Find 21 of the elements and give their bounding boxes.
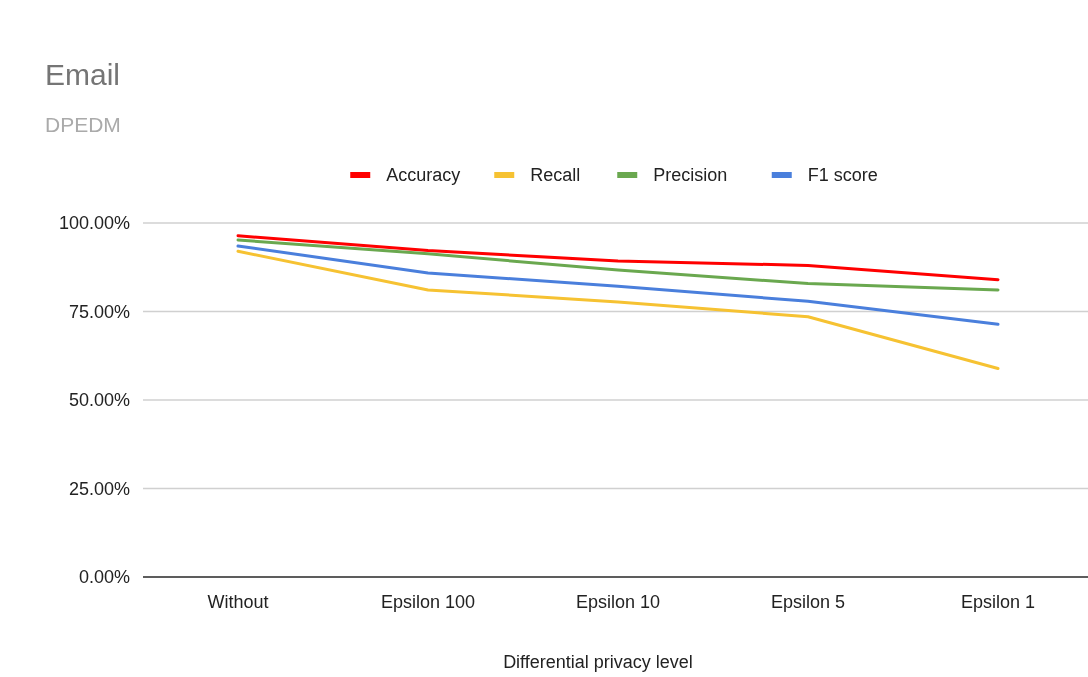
x-axis-title: Differential privacy level — [503, 652, 693, 672]
y-tick-label: 100.00% — [58, 213, 130, 234]
line-series — [236, 234, 1000, 282]
x-tick-label: Epsilon 10 — [575, 592, 661, 612]
line-series — [236, 249, 1000, 370]
line-series — [236, 244, 1000, 326]
y-tick-label: 75.00% — [68, 301, 130, 322]
x-tick-label: Epsilon 5 — [770, 592, 846, 612]
line-series — [236, 238, 1000, 292]
chart-title: Email — [45, 58, 121, 91]
legend-label: Accuracy — [386, 165, 461, 186]
y-tick-label: 0.00% — [78, 567, 130, 588]
x-tick-label: Epsilon 100 — [380, 592, 476, 612]
chart-subtitle: DPEDM — [45, 113, 121, 136]
y-tick-label: 25.00% — [68, 478, 130, 499]
legend-label: Precision — [653, 165, 728, 186]
legend-label: F1 score — [807, 165, 878, 186]
x-tick-label: Epsilon 1 — [960, 592, 1036, 612]
y-tick-label: 50.00% — [68, 390, 130, 411]
legend-label: Recall — [530, 165, 581, 186]
x-tick-label: Without — [207, 592, 269, 612]
